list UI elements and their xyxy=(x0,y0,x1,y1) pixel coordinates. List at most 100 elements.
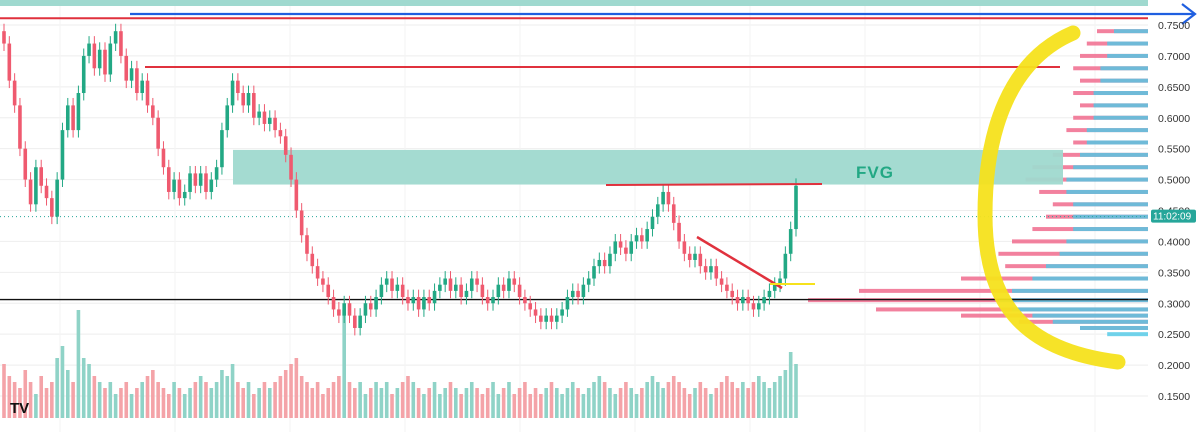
volume-bar xyxy=(512,394,517,418)
volume-bar xyxy=(34,394,38,418)
volume-bar xyxy=(703,388,708,418)
candle xyxy=(113,23,118,51)
candle xyxy=(666,184,671,212)
volume-bar xyxy=(560,394,564,418)
volume-bar xyxy=(379,388,384,418)
candle xyxy=(140,73,145,101)
volume-bar xyxy=(23,370,28,418)
volume-bar xyxy=(778,376,782,418)
volume-bar xyxy=(103,388,107,418)
candle xyxy=(188,165,192,200)
volume-bar xyxy=(491,382,495,418)
volume-bar xyxy=(422,394,426,418)
candle xyxy=(725,277,729,299)
volume-bar xyxy=(172,382,176,418)
candle xyxy=(236,73,240,101)
y-tick-label: 0.7500 xyxy=(1158,20,1190,32)
profile-bar-blue xyxy=(1032,276,1148,281)
candle xyxy=(730,283,735,305)
volume-bar xyxy=(225,376,230,418)
volume-bar xyxy=(485,388,490,418)
candle xyxy=(220,122,224,175)
candle xyxy=(81,48,86,101)
candle xyxy=(135,60,139,101)
volume-bar xyxy=(129,394,134,418)
volume-bar xyxy=(55,358,59,418)
candle xyxy=(299,203,304,243)
top-blue-arrowhead xyxy=(1181,3,1197,25)
volume-bar xyxy=(411,382,416,418)
volume-bar xyxy=(788,352,793,418)
candle xyxy=(592,258,596,286)
y-tick-label: 0.1500 xyxy=(1158,391,1190,403)
profile-bar-blue xyxy=(1093,103,1148,108)
candle xyxy=(677,215,681,249)
volume-bar xyxy=(602,382,607,418)
candle xyxy=(108,36,113,82)
candle xyxy=(23,141,28,188)
volume-bar xyxy=(97,382,102,418)
volume-bar xyxy=(592,382,596,418)
candle xyxy=(353,308,357,336)
candle xyxy=(374,289,378,317)
volume-bar xyxy=(746,388,750,418)
candle xyxy=(65,97,70,138)
candle xyxy=(443,271,447,293)
volume-bar xyxy=(613,394,618,418)
volume-bar xyxy=(220,370,224,418)
candle xyxy=(283,128,288,163)
profile-bar-blue xyxy=(1012,288,1148,293)
candle xyxy=(28,172,33,212)
candle xyxy=(182,184,187,206)
volume-bar xyxy=(406,376,410,418)
volume-bar xyxy=(236,382,240,418)
profile-bar-blue xyxy=(1046,264,1148,269)
resistance-pin-line xyxy=(605,183,823,186)
candle xyxy=(97,42,102,76)
volume-bar xyxy=(87,364,91,418)
volume-bar xyxy=(135,388,139,418)
volume-bar xyxy=(608,388,612,418)
volume-bar xyxy=(666,382,671,418)
candle xyxy=(650,209,655,237)
volume-bar xyxy=(204,382,208,418)
candle xyxy=(698,246,703,274)
candle xyxy=(331,289,336,317)
candle xyxy=(459,277,463,305)
profile-bar-blue xyxy=(1100,66,1148,71)
candle xyxy=(427,289,432,311)
candle xyxy=(788,221,793,262)
volume-bar xyxy=(321,394,325,418)
volume-bar xyxy=(119,388,123,418)
volume-bar xyxy=(709,394,713,418)
candle xyxy=(326,277,331,305)
candle xyxy=(390,271,394,299)
profile-bar-blue xyxy=(1032,313,1148,318)
candle xyxy=(129,60,134,89)
descending-trendline xyxy=(696,235,783,290)
candle xyxy=(289,147,293,188)
volume-bar xyxy=(113,394,118,418)
volume-bar xyxy=(12,382,17,418)
candle xyxy=(454,277,458,299)
candle xyxy=(778,271,782,293)
candle xyxy=(321,271,325,293)
volume-bar xyxy=(544,388,548,418)
volume-bar xyxy=(65,370,70,418)
candle xyxy=(225,97,230,138)
volume-bar xyxy=(469,382,474,418)
volume-bar xyxy=(188,388,192,418)
volume-bar xyxy=(209,388,214,418)
candle xyxy=(640,227,644,249)
candle xyxy=(384,271,389,293)
candle xyxy=(204,165,208,200)
volume-bar xyxy=(629,388,634,418)
volume-bar xyxy=(762,382,766,418)
volume-bar xyxy=(756,376,761,418)
candle xyxy=(193,165,198,194)
volume-bar xyxy=(517,388,522,418)
volume-bar xyxy=(661,388,665,418)
candle xyxy=(18,97,22,157)
tradingview-logo: TV xyxy=(10,400,29,417)
volume-bar xyxy=(395,388,400,418)
